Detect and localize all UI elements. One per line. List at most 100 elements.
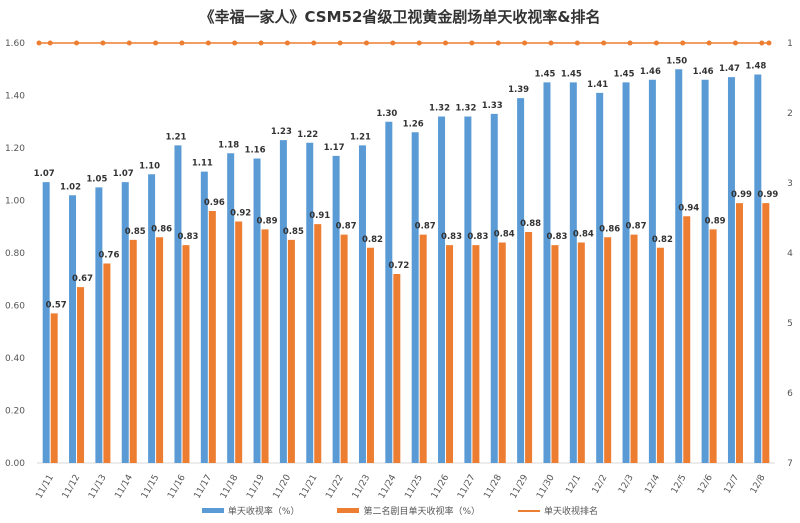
x-tick-label: 12/1 [564,473,583,496]
data-label: 1.17 [324,143,345,153]
rank-marker [205,40,211,46]
x-tick-label: 12/6 [696,473,715,496]
data-label: 0.96 [204,198,225,208]
bar-second [208,211,216,463]
rank-marker [47,40,53,46]
rank-marker [548,40,554,46]
bar-second [419,234,427,463]
rank-marker [36,40,42,46]
bar-rating [227,153,235,463]
data-label: 1.02 [60,182,81,192]
bar-second [182,245,190,463]
bar-rating [306,142,314,463]
bar-second [525,232,533,463]
bar-rating [200,171,208,463]
data-label: 1.21 [350,132,371,142]
data-label: 0.83 [546,232,567,242]
rank-marker [337,40,343,46]
bar-rating [121,182,129,463]
rank-marker [759,40,765,46]
legend-swatch [337,508,360,513]
data-label: 1.48 [745,62,766,72]
data-label: 1.32 [429,104,450,114]
data-label: 1.50 [666,56,687,66]
bar-rating [411,132,419,463]
bar-rating [95,187,103,463]
bar-second [235,221,243,463]
bar-second [630,234,638,463]
rank-marker [126,40,132,46]
rank-marker [363,40,369,46]
rank-marker [416,40,422,46]
bar-second [577,242,585,463]
y2-tick-label: 7 [787,459,793,469]
data-label: 0.84 [494,230,515,240]
x-tick-label: 11/24 [377,473,399,501]
y2-tick-label: 3 [787,179,793,189]
y-tick-label: 0.20 [5,407,25,417]
x-tick-label: 11/13 [87,473,109,500]
data-label: 0.89 [257,216,278,226]
legend-swatch [518,509,541,512]
data-label: 1.46 [640,67,661,77]
bar-second [50,313,58,463]
bar-second [340,234,348,463]
bar-rating [648,79,656,463]
data-label: 0.67 [72,274,93,284]
data-label: 0.83 [441,232,462,242]
data-label: 1.26 [403,119,424,129]
rank-marker [469,40,475,46]
y-tick-label: 0.80 [5,249,25,259]
rank-marker [390,40,396,46]
bar-second [472,245,480,463]
y-tick-label: 1.20 [5,144,25,154]
bar-rating [42,182,50,463]
data-label: 0.87 [415,222,436,232]
data-label: 0.83 [467,232,488,242]
x-tick-label: 12/7 [723,473,742,496]
data-label: 1.46 [693,67,714,77]
bar-rating [675,69,683,463]
rank-marker [258,40,264,46]
bar-second [129,239,137,463]
rank-marker [232,40,238,46]
data-label: 1.45 [561,69,582,79]
y2-tick-label: 5 [787,319,793,329]
y-tick-label: 0.60 [5,302,25,312]
data-label: 1.47 [719,64,740,74]
bar-rating [253,158,261,463]
legend-label: 第二名剧目单天收视率（%） [363,507,481,517]
data-label: 0.91 [309,211,330,221]
rank-marker [311,40,317,46]
data-label: 1.10 [139,161,160,171]
bar-rating [332,155,340,463]
bar-second [498,242,506,463]
data-label: 0.76 [98,251,119,261]
x-tick-label: 11/21 [298,473,320,500]
y2-tick-label: 6 [787,389,793,399]
data-label: 1.21 [165,132,186,142]
legend-label: 单天收视率（%） [227,507,300,517]
data-label: 1.23 [271,127,292,137]
bar-second [551,245,559,463]
data-label: 0.94 [678,203,699,213]
data-label: 0.82 [652,235,673,245]
legend-item-rank[interactable]: 单天收视排名 [518,504,598,517]
data-label: 1.07 [113,169,134,179]
rank-marker [601,40,607,46]
data-label: 0.99 [757,190,778,200]
data-label: 1.18 [218,140,239,150]
data-label: 1.32 [455,104,476,114]
bar-second [314,224,322,463]
x-tick-label: 11/20 [272,473,294,501]
bar-rating [174,145,182,463]
x-tick-label: 11/25 [403,473,425,500]
bar-rating [754,74,762,463]
bar-rating [358,145,366,463]
bar-second [103,263,111,463]
rank-marker [443,40,449,46]
legend-item-rating[interactable]: 单天收视率（%） [201,504,300,517]
legend-item-second[interactable]: 第二名剧目单天收视率（%） [337,504,480,517]
x-tick-label: 11/14 [113,473,135,501]
data-label: 1.05 [86,174,107,184]
